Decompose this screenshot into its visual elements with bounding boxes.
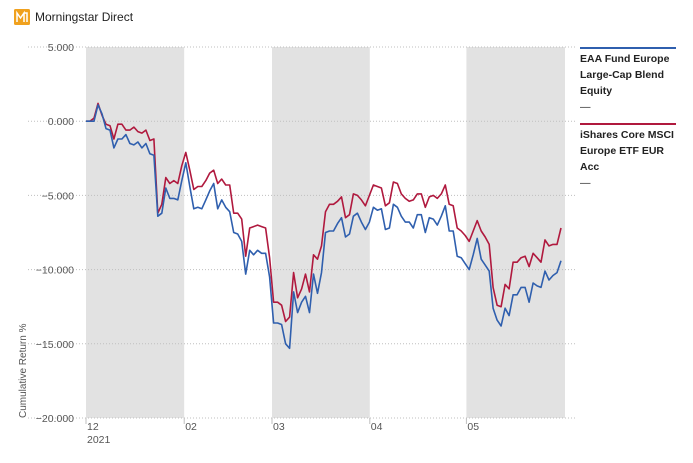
brand-header: Morningstar Direct — [14, 9, 133, 25]
y-tick-label-3: −10.000 — [36, 265, 74, 277]
morningstar-logo-icon — [14, 9, 30, 25]
series-lines — [86, 102, 562, 350]
x-tick-label-1: 02 — [185, 421, 197, 433]
legend-item-fund: EAA Fund Europe Large-Cap Blend Equity — — [580, 47, 676, 115]
brand-name: Morningstar Direct — [35, 10, 134, 24]
shaded-band-0 — [86, 47, 185, 418]
y-tick-label-5: −20.000 — [36, 413, 74, 425]
y-tick-label-1: 0.000 — [48, 116, 74, 128]
x-tick-label-2: 03 — [273, 421, 285, 433]
legend-swatch-fund — [580, 47, 676, 49]
x-tick-label-0: 12 — [87, 421, 99, 433]
logo-mark — [16, 10, 28, 22]
y-tick-label-2: −5.000 — [42, 190, 75, 202]
legend-label-etf: iShares Core MSCI Europe ETF EUR Acc — [580, 129, 674, 173]
y-axis-tick-labels: 5.000 0.000 −5.000 −10.000 −15.000 −20.000 — [36, 42, 74, 425]
month-shading-bands — [86, 47, 565, 418]
legend-value-fund: — — [580, 101, 591, 113]
x-tick-label-4: 05 — [467, 421, 479, 433]
series-line-0 — [86, 104, 562, 350]
series-line-1 — [86, 102, 562, 323]
legend-value-etf: — — [580, 177, 591, 189]
x-tick-label-3: 04 — [371, 421, 383, 433]
x-tick-sublabel-0: 2021 — [87, 434, 111, 446]
shaded-band-1 — [272, 47, 370, 418]
gridlines — [28, 46, 575, 419]
legend-swatch-etf — [580, 123, 676, 125]
y-axis-label: Cumulative Return % — [18, 323, 29, 418]
shaded-band-2 — [466, 47, 565, 418]
y-tick-label-4: −15.000 — [36, 339, 74, 351]
legend-label-fund: EAA Fund Europe Large-Cap Blend Equity — [580, 53, 670, 97]
legend-item-etf: iShares Core MSCI Europe ETF EUR Acc — — [580, 123, 676, 191]
y-tick-label-0: 5.000 — [48, 42, 74, 54]
